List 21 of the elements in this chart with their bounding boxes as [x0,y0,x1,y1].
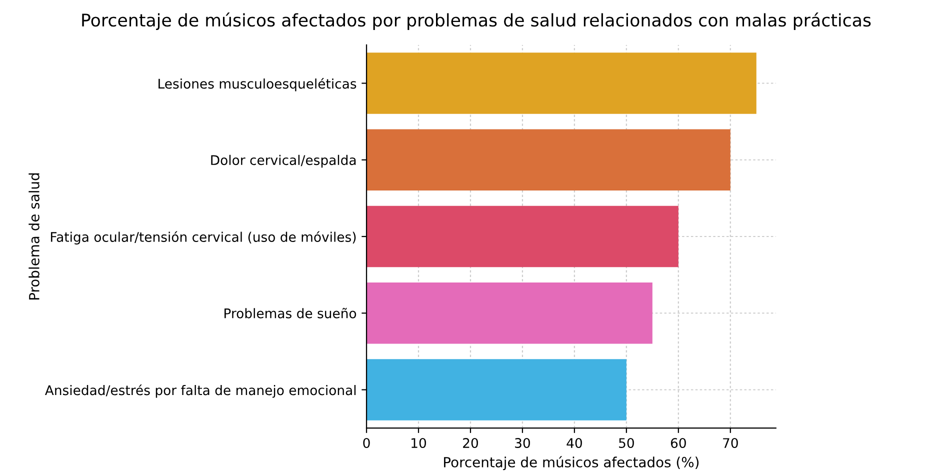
bar [366,206,678,268]
x-tick-label: 0 [363,438,370,448]
x-tick-label: 30 [515,438,530,448]
y-tick-label: Dolor cervical/espalda [211,154,356,168]
x-tick-label: 60 [670,438,686,448]
x-tick-label: 20 [463,438,478,448]
y-tick-label: Problemas de sueño [224,308,356,318]
x-axis-title: Porcentaje de músicos afectados (%) [444,456,699,470]
x-tick-label: 40 [566,438,582,448]
x-tick-label: 50 [619,438,634,448]
bar [366,129,730,191]
bar [366,282,652,344]
bar [366,359,626,420]
y-tick-label: Fatiga ocular/tensión cervical (uso de móviles) [50,231,356,245]
bar [366,52,756,114]
chart-title: Porcentaje de músicos afectados por problemas de salud relacionados con malas prácticas [82,12,871,30]
y-axis-title: Problema de salud [28,173,40,300]
y-tick-label: Lesiones musculoesqueléticas [158,78,356,92]
y-tick-label: Ansiedad/estrés por falta de manejo emocional [44,384,356,398]
x-tick-label: 70 [723,438,738,448]
x-tick-label: 10 [412,438,426,448]
